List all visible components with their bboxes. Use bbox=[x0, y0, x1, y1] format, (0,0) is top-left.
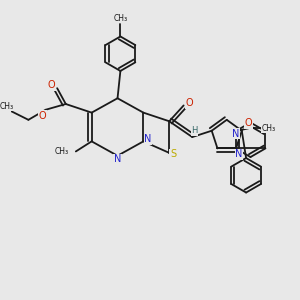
Text: N: N bbox=[114, 154, 121, 164]
Text: N: N bbox=[232, 129, 239, 139]
Text: O: O bbox=[48, 80, 55, 90]
Text: O: O bbox=[245, 118, 252, 128]
Text: N: N bbox=[144, 134, 152, 144]
Text: CH₃: CH₃ bbox=[55, 147, 69, 156]
Text: CH₃: CH₃ bbox=[262, 124, 276, 133]
Text: O: O bbox=[38, 110, 46, 121]
Text: CH₃: CH₃ bbox=[0, 101, 14, 110]
Text: S: S bbox=[170, 149, 176, 159]
Text: H: H bbox=[191, 126, 198, 135]
Text: O: O bbox=[186, 98, 193, 108]
Text: N: N bbox=[235, 149, 243, 159]
Text: CH₃: CH₃ bbox=[113, 14, 128, 23]
